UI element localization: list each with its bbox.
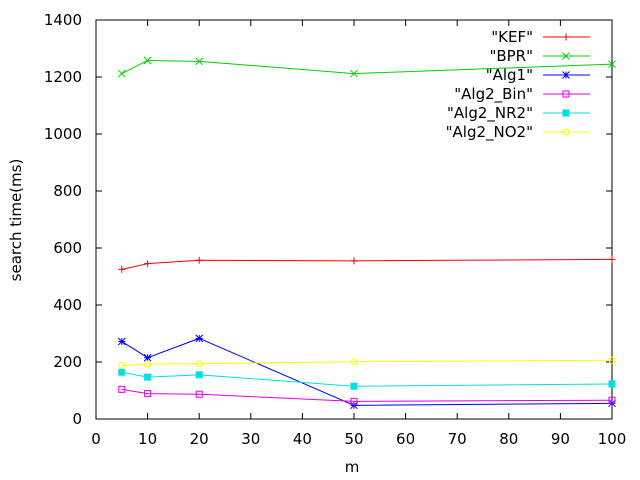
x-tick-label: 30 <box>241 430 260 448</box>
data-point <box>143 353 152 362</box>
y-tick-label: 800 <box>53 182 82 200</box>
series-line <box>121 59 613 75</box>
legend-label: "Alg2_Bin" <box>454 85 533 104</box>
legend-label: "KEF" <box>491 28 533 46</box>
series-1 <box>117 56 616 78</box>
data-point <box>144 260 152 268</box>
series-line <box>121 371 613 387</box>
data-point <box>143 56 152 65</box>
data-point <box>350 69 358 78</box>
x-tick-label: 50 <box>344 430 363 448</box>
data-point <box>350 257 358 265</box>
data-point <box>350 382 358 390</box>
y-tick-label: 200 <box>53 353 82 371</box>
data-point <box>562 128 570 136</box>
series-4 <box>118 368 616 390</box>
x-tick-label: 80 <box>499 430 518 448</box>
series-line <box>121 337 613 406</box>
series-layer <box>117 56 616 410</box>
data-point <box>562 109 570 117</box>
y-tick-label: 400 <box>53 296 82 314</box>
series-line <box>121 258 613 270</box>
legend-label: "Alg2_NO2" <box>446 123 533 142</box>
data-point <box>144 373 152 381</box>
data-point <box>608 380 616 388</box>
y-tick-label: 600 <box>53 239 82 257</box>
y-tick-label: 1200 <box>44 68 82 86</box>
data-point <box>195 371 203 379</box>
y-tick-label: 0 <box>72 410 82 428</box>
data-point <box>144 360 152 368</box>
data-point <box>195 334 204 343</box>
series-0 <box>118 255 616 273</box>
x-tick-label: 60 <box>396 430 415 448</box>
data-point <box>118 368 126 376</box>
y-tick-label: 1400 <box>44 11 82 29</box>
data-point <box>195 57 204 66</box>
series-3 <box>118 385 616 405</box>
data-point <box>117 69 126 78</box>
series-2 <box>117 334 616 410</box>
data-point <box>562 90 570 98</box>
x-tick-label: 0 <box>91 430 101 448</box>
x-tick-label: 10 <box>138 430 157 448</box>
data-point <box>608 356 616 364</box>
x-tick-label: 40 <box>293 430 312 448</box>
data-point <box>608 396 616 404</box>
data-point <box>562 52 570 60</box>
y-axis-label: search time(ms) <box>7 159 25 282</box>
data-point <box>608 255 616 263</box>
legend: "KEF""BPR""Alg1""Alg2_Bin""Alg2_NR2""Alg… <box>446 28 590 142</box>
data-point <box>562 71 570 79</box>
x-tick-label: 70 <box>448 430 467 448</box>
x-tick-label: 20 <box>190 430 209 448</box>
data-point <box>118 385 126 393</box>
data-point <box>195 256 203 264</box>
x-axis-label: m <box>345 458 360 476</box>
data-point <box>195 360 203 368</box>
x-tick-label: 90 <box>551 430 570 448</box>
y-tick-label: 1000 <box>44 125 82 143</box>
data-point <box>350 397 358 405</box>
legend-label: "Alg1" <box>486 66 533 84</box>
data-point <box>118 265 126 273</box>
data-point <box>350 358 358 366</box>
series-line <box>121 388 613 402</box>
legend-label: "BPR" <box>489 47 533 65</box>
data-point <box>144 390 152 398</box>
series-5 <box>118 356 616 369</box>
data-point <box>117 337 126 346</box>
data-point <box>195 390 203 398</box>
legend-label: "Alg2_NR2" <box>447 104 533 123</box>
data-point <box>562 33 570 41</box>
data-point <box>350 401 358 410</box>
data-point <box>608 60 616 69</box>
axis-ticks: 0 10 20 30 40 50 60 70 80 90 100020040060080010001… <box>44 11 627 448</box>
series-line <box>121 359 613 366</box>
x-tick-label: 100 <box>598 430 627 448</box>
data-point <box>118 361 126 369</box>
